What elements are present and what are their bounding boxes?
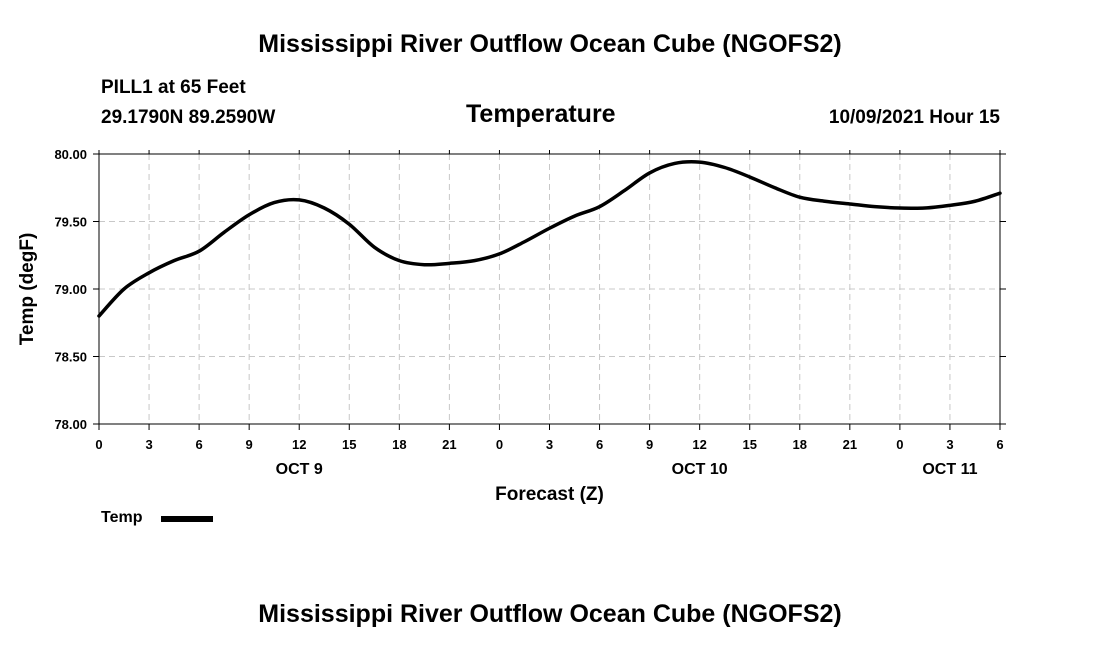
- x-tick-label: 3: [946, 437, 953, 452]
- x-tick-label: 9: [646, 437, 653, 452]
- y-tick-label: 79.50: [54, 215, 87, 230]
- series-line-temp: [97, 160, 1002, 318]
- plot-frame: [98, 153, 1001, 425]
- y-tick-label: 78.00: [54, 417, 87, 432]
- x-day-label: OCT 11: [922, 461, 977, 478]
- x-tick-label: 0: [496, 437, 503, 452]
- x-tick-label: 6: [596, 437, 603, 452]
- x-tick-label: 12: [292, 437, 306, 452]
- x-tick-label: 15: [742, 437, 756, 452]
- forecast-datetime: 10/09/2021 Hour 15: [828, 107, 1000, 128]
- x-tick-label: 12: [692, 437, 706, 452]
- x-axis-label: Forecast (Z): [495, 484, 604, 505]
- footer-title: Mississippi River Outflow Ocean Cube (NG…: [258, 600, 842, 628]
- y-tick-label: 79.00: [54, 282, 87, 297]
- x-tick-label: 0: [896, 437, 903, 452]
- chart-title: Mississippi River Outflow Ocean Cube (NG…: [258, 30, 842, 58]
- station-label: PILL1 at 65 Feet: [101, 77, 246, 98]
- x-tick-label: 3: [546, 437, 553, 452]
- x-tick-label: 18: [793, 437, 807, 452]
- x-tick-label: 21: [442, 437, 456, 452]
- x-tick-label: 18: [392, 437, 406, 452]
- coordinates-label: 29.1790N 89.2590W: [101, 107, 276, 128]
- x-day-label: OCT 9: [276, 461, 323, 478]
- y-axis-label: Temp (degF): [17, 233, 38, 346]
- y-tick-label: 78.50: [54, 350, 87, 365]
- x-tick-label: 21: [843, 437, 857, 452]
- x-tick-label: 6: [996, 437, 1003, 452]
- x-tick-label: 0: [95, 437, 102, 452]
- legend-swatch-temp: [161, 516, 213, 522]
- chart-subtitle: Temperature: [466, 100, 616, 128]
- x-day-label: OCT 10: [672, 461, 728, 478]
- x-tick-label: 6: [195, 437, 202, 452]
- x-tick-label: 9: [246, 437, 253, 452]
- legend-label-temp: Temp: [101, 509, 143, 526]
- x-tick-label: 15: [342, 437, 356, 452]
- y-tick-label: 80.00: [54, 147, 87, 162]
- x-tick-label: 3: [145, 437, 152, 452]
